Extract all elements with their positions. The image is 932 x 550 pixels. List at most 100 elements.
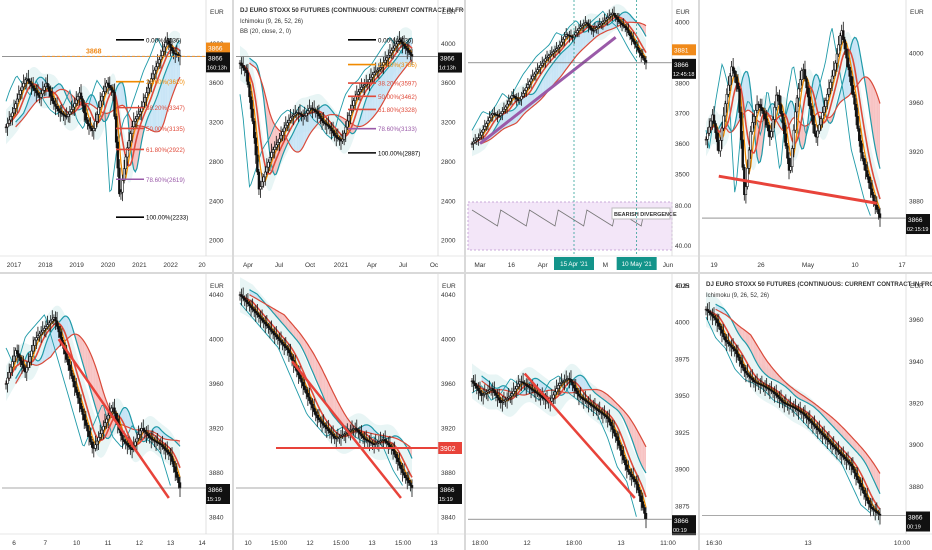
ichimoku-cloud bbox=[586, 29, 589, 46]
candle-body bbox=[486, 120, 490, 124]
ichimoku-cloud bbox=[864, 450, 866, 464]
chart-panel-4h-trendline[interactable]: EUR 4000 3960 3920 3880 3866 02:15:19 19 26 May 10… bbox=[700, 0, 932, 272]
candle-body bbox=[103, 422, 107, 427]
ichimoku-cloud bbox=[867, 77, 869, 107]
ichimoku-cloud bbox=[569, 43, 571, 65]
candle-body bbox=[254, 310, 257, 314]
candle-body bbox=[598, 24, 601, 27]
candle-body bbox=[747, 149, 751, 169]
ichimoku-cloud bbox=[872, 83, 874, 139]
candle-body bbox=[485, 123, 488, 127]
chart-panel-weekly-fib[interactable]: 0.00%(4036) 23.60%(3785) 38.20%(3597) 50.00… bbox=[234, 0, 464, 272]
candle-body bbox=[636, 47, 640, 51]
ichimoku-cloud bbox=[389, 64, 392, 90]
candle-body bbox=[4, 383, 8, 385]
candle-body bbox=[531, 75, 534, 80]
candle-body bbox=[751, 377, 754, 381]
candle-body bbox=[84, 112, 88, 121]
candle-body bbox=[821, 432, 824, 436]
candle-body bbox=[521, 381, 525, 384]
candle-body bbox=[130, 126, 134, 135]
price-badge-price: 3866 bbox=[440, 487, 455, 494]
bollinger-band bbox=[706, 31, 880, 217]
ichimoku-cloud bbox=[749, 333, 751, 351]
candle-body bbox=[715, 319, 719, 324]
chart-svg: 0.00%(4036) 23.60%(3610) 38.20%(3347) 50.00… bbox=[0, 0, 232, 269]
candle-body bbox=[113, 92, 116, 117]
candle-body bbox=[51, 95, 54, 102]
ichimoku-cloud bbox=[45, 339, 48, 361]
candle-body bbox=[513, 95, 517, 98]
chart-panel-1h[interactable]: EUR 4040 4000 3960 3920 3880 3840 3866 15:19 6 7 10… bbox=[0, 274, 232, 550]
candle-body bbox=[100, 429, 103, 435]
y-tick-label: 3840 bbox=[209, 514, 224, 521]
ichimoku-cloud bbox=[165, 67, 168, 117]
candle-body bbox=[478, 390, 482, 394]
ichimoku-cloud bbox=[878, 470, 880, 494]
y-tick-label: 3960 bbox=[209, 381, 224, 388]
chart-panel-monthly-fib[interactable]: 0.00%(4036) 23.60%(3610) 38.20%(3347) 50.00… bbox=[0, 0, 232, 272]
trend-line bbox=[291, 360, 402, 499]
ichimoku-cloud bbox=[610, 397, 613, 407]
chart-panel-30m[interactable]: 3902 EUR 4040 4000 3960 3920 3880 3840 3866 15:19… bbox=[234, 274, 464, 550]
candle-body bbox=[311, 403, 314, 409]
candle-body bbox=[719, 140, 722, 152]
top-price-badge bbox=[206, 42, 230, 54]
chart-panel-15m[interactable]: EUR 4025 4000 3975 3950 3925 3900 3875 3866 00:19… bbox=[466, 274, 698, 550]
candle-body bbox=[276, 336, 280, 340]
candle-body bbox=[341, 138, 344, 142]
candle-body bbox=[249, 305, 253, 308]
candle-body bbox=[319, 419, 322, 422]
candle-body bbox=[520, 95, 523, 100]
chart-title: DJ EURO STOXX 50 FUTURES (CONTINUOUS: CU… bbox=[240, 7, 464, 14]
chart-panel-5m[interactable]: DJ EURO STOXX 50 FUTURES (CONTINUOUS: CU… bbox=[700, 274, 932, 550]
ichimoku-cloud bbox=[585, 31, 587, 47]
candle-body bbox=[344, 432, 347, 435]
ichimoku-cloud bbox=[840, 424, 842, 436]
candle-body bbox=[366, 439, 370, 442]
candle-body bbox=[260, 181, 264, 187]
ichimoku-cloud bbox=[295, 327, 297, 341]
candle-body bbox=[720, 127, 724, 141]
candle-body bbox=[735, 76, 738, 84]
chart-panel-daily-divergence[interactable]: 80.00 40.00 BEARISH DIVERGENCE EUR 4000 3800 3… bbox=[466, 0, 698, 272]
divider bbox=[464, 0, 466, 550]
candle-body bbox=[135, 116, 139, 120]
candle-body bbox=[550, 397, 554, 402]
annotation-box bbox=[611, 207, 671, 220]
candle-body bbox=[76, 96, 80, 101]
candle-body bbox=[11, 112, 14, 117]
candle-body bbox=[534, 391, 538, 394]
candle-body bbox=[707, 310, 711, 313]
candle-body bbox=[600, 411, 603, 414]
candle-body bbox=[357, 430, 360, 433]
ichimoku-cloud bbox=[281, 313, 283, 324]
ichimoku-cloud bbox=[744, 71, 746, 113]
candle-body bbox=[472, 141, 475, 144]
candle-body bbox=[771, 119, 775, 132]
candle-body bbox=[357, 91, 360, 95]
candle-body bbox=[68, 111, 72, 115]
ichimoku-cloud bbox=[846, 431, 849, 443]
candle-body bbox=[59, 110, 62, 114]
ichimoku-cloud bbox=[266, 101, 269, 143]
candle-body bbox=[861, 486, 864, 491]
ichimoku-cloud bbox=[574, 37, 576, 59]
candle-body bbox=[51, 318, 54, 322]
candle-body bbox=[15, 350, 19, 354]
fib-label: 100.00%(2233) bbox=[146, 215, 188, 222]
candle-body bbox=[103, 86, 107, 92]
candle-body bbox=[251, 307, 254, 310]
candle-body bbox=[832, 444, 835, 448]
candle-body bbox=[872, 508, 875, 511]
ichimoku-cloud bbox=[140, 126, 142, 150]
candle-body bbox=[636, 483, 640, 491]
ichimoku-cloud bbox=[298, 119, 300, 152]
y-tick-label: 3700 bbox=[675, 111, 690, 118]
candle-body bbox=[102, 91, 105, 97]
candle-body bbox=[603, 20, 606, 23]
candle-body bbox=[821, 112, 824, 120]
ichimoku-cloud bbox=[293, 128, 296, 152]
ichimoku-cloud bbox=[149, 110, 152, 131]
candle-body bbox=[765, 118, 768, 126]
